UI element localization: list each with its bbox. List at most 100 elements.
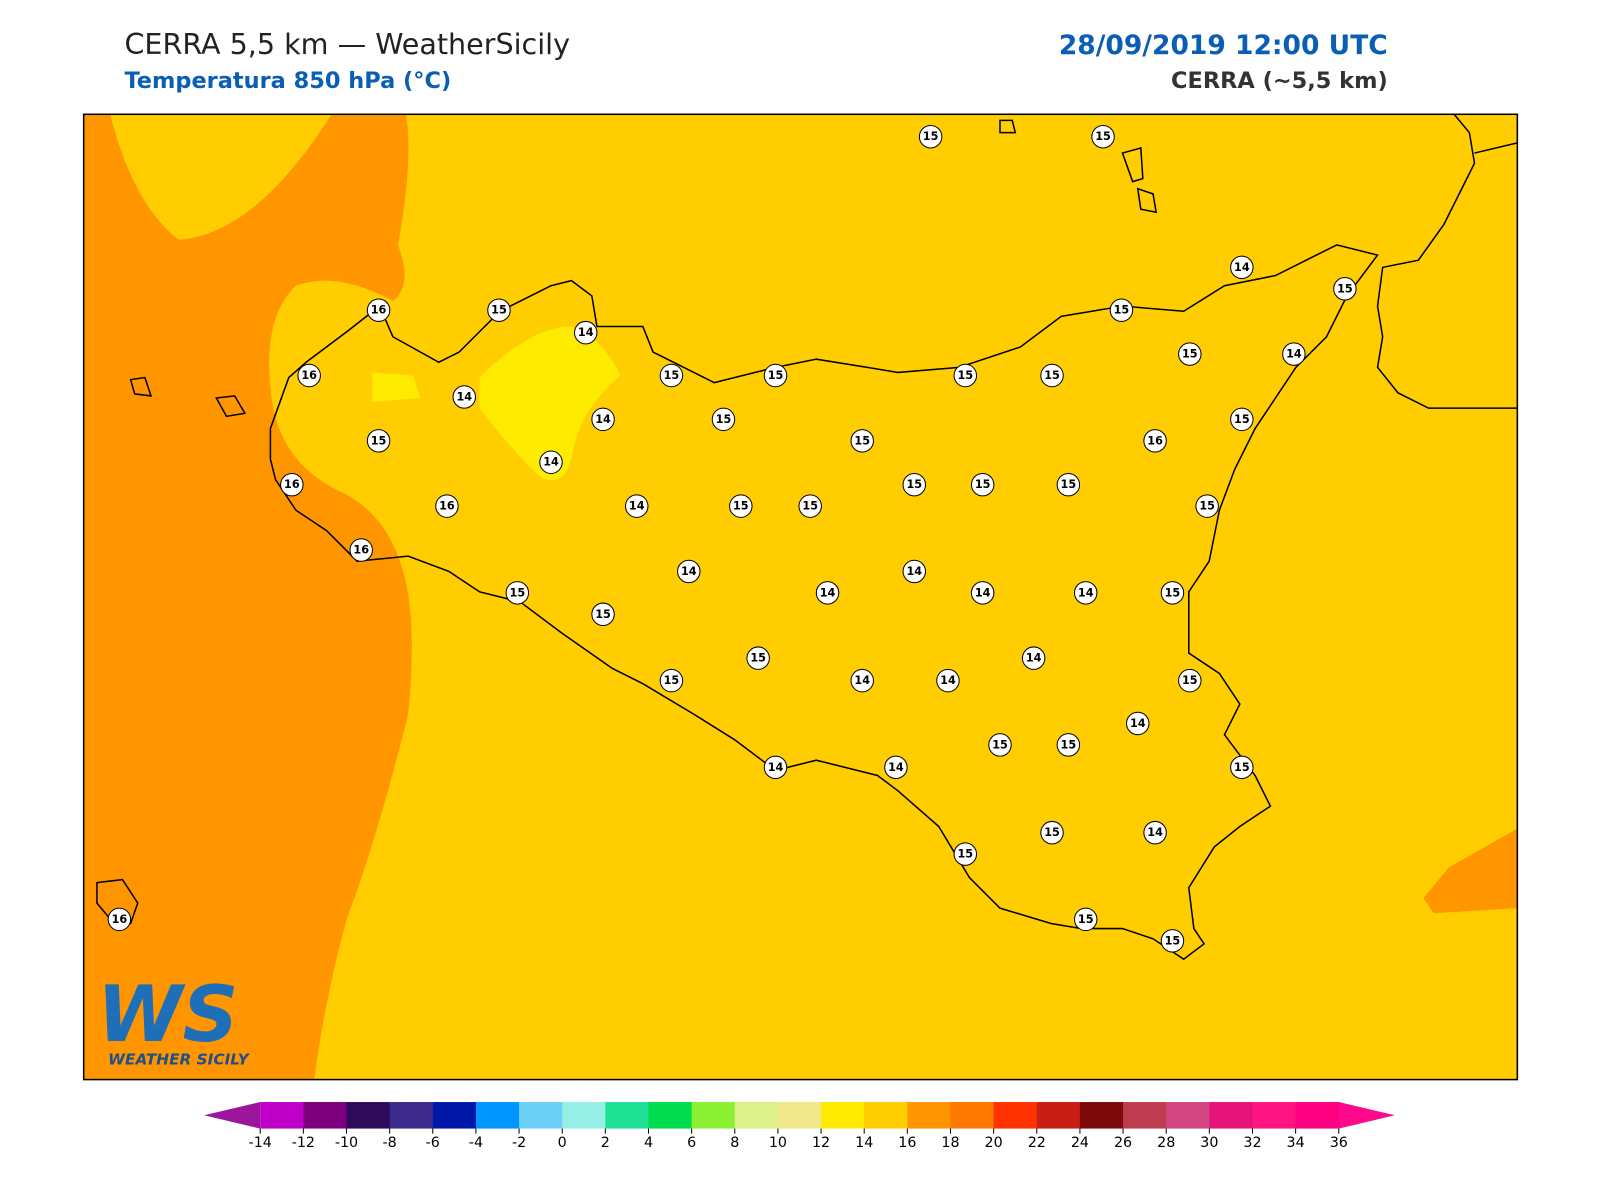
station-value: 14 bbox=[940, 674, 956, 687]
station-marker bbox=[659, 363, 684, 388]
station-marker bbox=[936, 668, 960, 693]
station-value: 14 bbox=[854, 674, 870, 687]
station-marker bbox=[1091, 125, 1115, 149]
subtitle: Temperatura 850 hPa (°C) bbox=[124, 68, 451, 94]
colorbar-segment bbox=[821, 1102, 865, 1129]
station-value: 14 bbox=[578, 326, 594, 339]
field-warm bbox=[1423, 828, 1518, 914]
station-marker bbox=[1143, 820, 1167, 845]
station-marker bbox=[1056, 472, 1081, 497]
colorbar-tick-label: 16 bbox=[898, 1135, 916, 1151]
station-marker bbox=[1126, 711, 1150, 736]
station-marker bbox=[366, 298, 391, 322]
colorbar-segment bbox=[648, 1102, 693, 1129]
colorbar-tick-label: 6 bbox=[687, 1135, 696, 1151]
station-marker bbox=[1040, 820, 1064, 845]
station-value: 14 bbox=[820, 586, 836, 599]
station-value: 14 bbox=[1234, 261, 1250, 274]
station-marker bbox=[1230, 255, 1254, 280]
colorbar-tick-label: -10 bbox=[335, 1135, 358, 1151]
colorbar-tick-label: 32 bbox=[1243, 1135, 1261, 1151]
colorbar-tick-label: 12 bbox=[812, 1135, 830, 1151]
station-marker bbox=[1160, 581, 1185, 605]
field-cool bbox=[479, 326, 621, 481]
station-marker bbox=[1230, 755, 1254, 780]
title: CERRA 5,5 km — WeatherSicily bbox=[124, 27, 570, 61]
colorbar-tick-label: 22 bbox=[1028, 1135, 1046, 1151]
colorbar-segment bbox=[432, 1102, 477, 1129]
colorbar-tick-label: 26 bbox=[1114, 1135, 1132, 1151]
map-frame bbox=[82, 113, 1519, 1081]
station-marker bbox=[988, 733, 1012, 757]
station-value: 15 bbox=[768, 369, 784, 382]
station-value: 15 bbox=[1095, 130, 1111, 143]
station-marker bbox=[625, 494, 649, 518]
station-value: 15 bbox=[1182, 674, 1198, 687]
colorbar-segment bbox=[950, 1102, 995, 1129]
station-value: 15 bbox=[957, 369, 973, 382]
station-marker bbox=[1178, 342, 1202, 366]
station-marker bbox=[884, 755, 908, 780]
station-value: 14 bbox=[1147, 826, 1163, 839]
colorbar-segment bbox=[562, 1102, 606, 1129]
station-value: 16 bbox=[353, 544, 369, 557]
station-value: 16 bbox=[112, 913, 128, 926]
station-value: 15 bbox=[975, 478, 991, 491]
station-marker bbox=[1021, 646, 1046, 670]
station-value: 15 bbox=[510, 586, 526, 599]
colorbar-segment bbox=[777, 1102, 822, 1129]
station-value: 14 bbox=[681, 565, 697, 578]
station-value: 14 bbox=[543, 456, 559, 469]
colorbar-segment bbox=[691, 1102, 736, 1129]
colorbar-tick-label: 28 bbox=[1157, 1135, 1175, 1151]
station-marker bbox=[487, 298, 511, 322]
station-value: 15 bbox=[716, 413, 732, 426]
station-value: 14 bbox=[1130, 717, 1146, 730]
station-marker bbox=[970, 472, 995, 497]
station-value: 15 bbox=[1337, 282, 1353, 295]
station-marker bbox=[366, 429, 391, 453]
colorbar-segment bbox=[1252, 1102, 1297, 1129]
field-cool bbox=[372, 372, 421, 403]
colorbar-tick-label: 20 bbox=[985, 1135, 1003, 1151]
station-marker bbox=[746, 646, 770, 670]
colorbar-tick-label: 30 bbox=[1200, 1135, 1218, 1151]
colorbar-tick-label: 24 bbox=[1071, 1135, 1089, 1151]
station-value: 15 bbox=[1234, 413, 1250, 426]
station-value: 15 bbox=[595, 608, 611, 621]
colorbar-segment bbox=[1123, 1102, 1167, 1129]
station-marker bbox=[953, 842, 978, 866]
colorbar-tick-label: 0 bbox=[558, 1135, 567, 1151]
station-marker bbox=[902, 472, 927, 497]
station-value: 15 bbox=[1061, 738, 1077, 751]
colorbar-tick-label: 4 bbox=[644, 1135, 653, 1151]
station-value: 15 bbox=[1165, 586, 1181, 599]
colorbar-segment bbox=[260, 1102, 304, 1129]
colorbar-tick-label: -2 bbox=[512, 1135, 526, 1151]
colorbar-segment bbox=[475, 1102, 520, 1129]
station-value: 15 bbox=[1165, 934, 1181, 947]
station-labels: 15 15 16 15 14 14 15 15 16 15 15 15 15 15 14 14 14 15 15 15… bbox=[107, 125, 1357, 953]
station-value: 15 bbox=[664, 369, 680, 382]
station-value: 15 bbox=[1114, 304, 1130, 317]
station-value: 16 bbox=[1147, 434, 1163, 447]
colorbar-segment bbox=[1295, 1102, 1340, 1129]
colorbar-segment bbox=[864, 1102, 908, 1129]
colorbar-segment bbox=[519, 1102, 563, 1129]
station-marker bbox=[573, 320, 598, 345]
colorbar-segment bbox=[1166, 1102, 1210, 1129]
station-value: 16 bbox=[284, 478, 300, 491]
coastlines bbox=[96, 114, 1518, 961]
station-marker bbox=[1160, 929, 1185, 953]
station-value: 15 bbox=[733, 500, 749, 513]
station-value: 15 bbox=[1044, 826, 1060, 839]
colorbar-tick-label: 36 bbox=[1330, 1135, 1348, 1151]
date: 28/09/2019 12:00 UTC bbox=[1059, 30, 1388, 61]
station-value: 15 bbox=[371, 434, 387, 447]
colorbar-tick-label: -12 bbox=[292, 1135, 315, 1151]
station-marker bbox=[1073, 907, 1098, 932]
colorbar-under bbox=[204, 1102, 261, 1129]
station-marker bbox=[711, 407, 736, 432]
station-marker bbox=[505, 581, 530, 605]
